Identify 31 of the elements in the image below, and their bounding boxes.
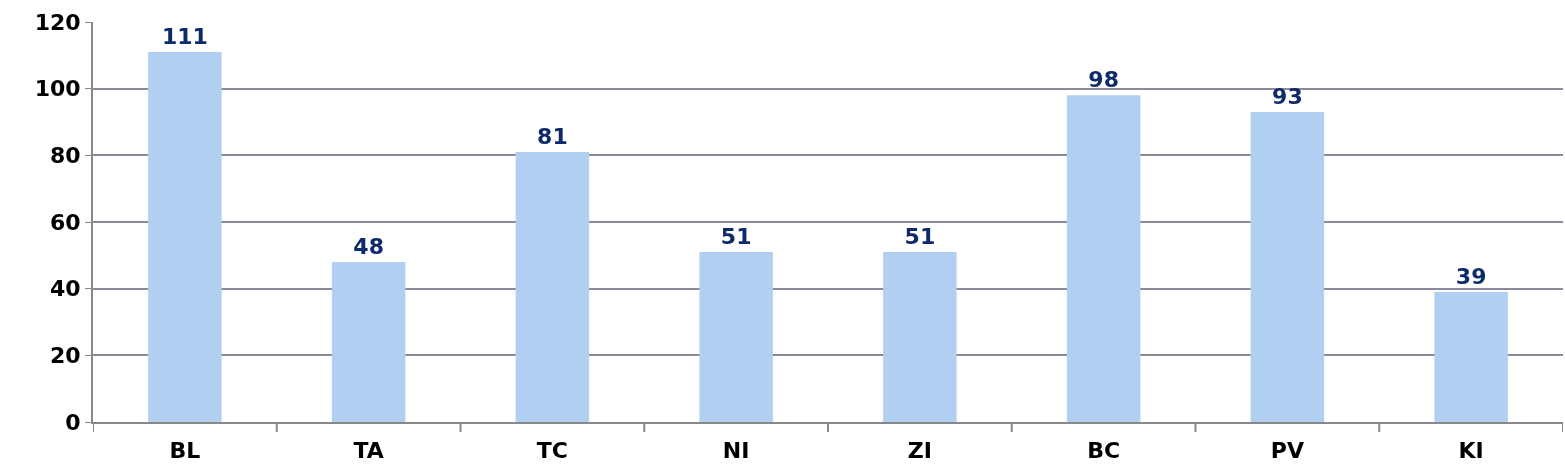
y-tick-label: 40 — [49, 276, 81, 302]
bar — [331, 262, 406, 422]
y-tick-label: 120 — [34, 9, 81, 35]
y-tick-label: 20 — [49, 343, 81, 369]
data-label: 51 — [904, 224, 936, 249]
x-tick-label: PV — [1270, 438, 1304, 464]
bar — [1066, 95, 1141, 422]
bar — [699, 252, 773, 422]
bar — [148, 52, 222, 422]
bar — [1434, 292, 1508, 422]
bar — [1250, 112, 1325, 422]
y-tick-label: 60 — [49, 209, 81, 235]
data-label: 39 — [1455, 264, 1487, 289]
x-tick-label: BL — [169, 438, 201, 464]
data-label: 98 — [1088, 67, 1119, 93]
y-tick-label: 0 — [65, 409, 81, 435]
x-tick-label: ZI — [907, 438, 932, 464]
y-tick-label: 100 — [34, 76, 81, 102]
data-label: 48 — [353, 234, 384, 259]
x-tick-label: NI — [722, 438, 750, 464]
x-tick-label: KI — [1458, 438, 1484, 464]
data-label: 93 — [1272, 84, 1303, 109]
data-label: 51 — [720, 224, 752, 249]
x-tick-label: TA — [353, 438, 384, 464]
bar — [883, 252, 957, 422]
x-tick-label: TC — [536, 438, 568, 464]
x-tick-label: BC — [1087, 438, 1121, 464]
data-label: 111 — [161, 24, 208, 49]
y-tick-label: 80 — [49, 143, 81, 169]
data-label: 81 — [537, 124, 568, 149]
bar — [515, 152, 590, 422]
